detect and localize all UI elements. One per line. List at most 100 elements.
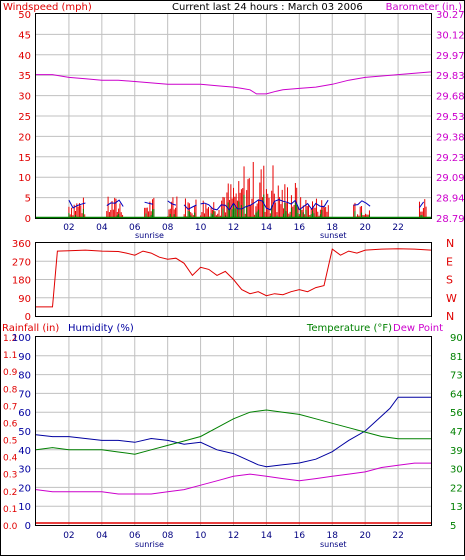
direction-tick-label: 0 xyxy=(25,312,31,323)
panel1-hour-ticks: 02 04 06 08 10 12 14 16 18 20 22 xyxy=(63,223,404,233)
windspeed-tick-label: 0 xyxy=(25,214,31,225)
barometer-tick-label: 30.27 xyxy=(436,10,465,21)
humidity-tick-label: 10 xyxy=(18,502,31,513)
panel3-hour-ticks: 02 04 06 08 10 12 14 16 18 20 22 xyxy=(63,531,404,541)
temperature-ticks: 5 13 22 30 39 47 56 64 73 81 90 xyxy=(450,333,463,532)
temperature-tick-label: 13 xyxy=(450,502,463,513)
hour-tick-label: 08 xyxy=(162,223,174,233)
temperature-tick-label: 47 xyxy=(450,427,463,438)
humidity-tick-label: 70 xyxy=(18,389,31,400)
hour-tick-label: 10 xyxy=(195,531,207,541)
temperature-tick-label: 90 xyxy=(450,333,463,344)
windspeed-tick-label: 5 xyxy=(25,194,31,205)
sunrise-label: sunrise xyxy=(135,231,164,240)
temperature-tick-label: 81 xyxy=(450,352,463,363)
humidity-axis-title: Humidity (%) xyxy=(68,323,134,334)
rainfall-tick-label: 0.8 xyxy=(3,385,18,395)
humidity-tick-label: 100 xyxy=(12,333,31,344)
windspeed-tick-label: 40 xyxy=(18,51,31,62)
compass-letter: W xyxy=(446,292,457,305)
rainfall-ticks: 0.0 0.1 0.2 0.3 0.4 0.5 0.6 0.7 0.8 0.9 … xyxy=(3,334,18,532)
temperature-tick-label: 56 xyxy=(450,408,463,419)
hour-tick-label: 14 xyxy=(261,223,273,233)
hour-tick-label: 12 xyxy=(228,223,239,233)
direction-tick-label: 360 xyxy=(12,239,31,250)
dewpoint-line xyxy=(35,462,431,495)
windspeed-tick-label: 20 xyxy=(18,132,31,143)
windspeed-average-line xyxy=(183,204,197,210)
compass-letter: S xyxy=(446,274,453,287)
windspeed-average-line xyxy=(353,200,371,207)
temperature-tick-label: 64 xyxy=(450,389,463,400)
wind-direction-line xyxy=(36,248,432,308)
hour-tick-label: 02 xyxy=(63,531,74,541)
hour-tick-label: 18 xyxy=(327,223,339,233)
dewpoint-axis-title: Dew Point xyxy=(393,323,443,334)
hour-tick-label: 02 xyxy=(63,223,74,233)
barometer-tick-label: 29.97 xyxy=(436,51,465,62)
humidity-tick-label: 60 xyxy=(18,408,31,419)
panel1-grid xyxy=(36,14,431,218)
hour-tick-label: 14 xyxy=(261,531,273,541)
humidity-tick-label: 50 xyxy=(18,427,31,438)
panel3-grid xyxy=(36,337,431,525)
windspeed-tick-label: 45 xyxy=(18,30,31,41)
hour-tick-label: 12 xyxy=(228,531,239,541)
temperature-tick-label: 30 xyxy=(450,465,463,476)
hour-tick-label: 20 xyxy=(359,531,371,541)
windspeed-bars xyxy=(36,161,431,219)
hour-tick-label: 06 xyxy=(129,223,141,233)
panel1-frame xyxy=(35,13,432,219)
rainfall-tick-label: 0.0 xyxy=(3,522,18,532)
chart-title: Current last 24 hours : March 03 2006 xyxy=(172,2,363,13)
direction-tick-label: 180 xyxy=(12,276,31,287)
rainfall-tick-label: 0.2 xyxy=(3,488,17,498)
rainfall-axis-title: Rainfall (in) xyxy=(2,323,59,334)
sunset-label: sunset xyxy=(320,540,347,549)
barometer-tick-label: 28.79 xyxy=(436,214,465,225)
panel3-frame xyxy=(35,336,432,526)
hour-tick-label: 10 xyxy=(195,223,207,233)
temperature-tick-label: 73 xyxy=(450,371,463,382)
hour-tick-label: 04 xyxy=(96,223,108,233)
humidity-tick-label: 80 xyxy=(18,371,31,382)
rainfall-tick-label: 0.5 xyxy=(3,437,17,447)
temperature-line xyxy=(35,409,431,455)
temperature-tick-label: 22 xyxy=(450,483,463,494)
direction-tick-label: 270 xyxy=(12,257,31,268)
compass-letter: E xyxy=(446,255,453,268)
windspeed-ticks: 0 5 10 15 20 25 30 35 40 45 50 xyxy=(18,10,31,225)
windspeed-average-line xyxy=(144,201,154,205)
humidity-line xyxy=(35,396,431,468)
direction-degree-ticks: 0 90 180 270 360 xyxy=(12,239,31,323)
barometer-tick-label: 29.38 xyxy=(436,132,465,143)
compass-letter: N xyxy=(446,310,454,323)
humidity-ticks: 0 10 20 30 40 50 60 70 80 90 100 xyxy=(12,333,31,532)
windspeed-average-line xyxy=(419,201,425,208)
rainfall-tick-label: 0.3 xyxy=(3,471,17,481)
barometer-line xyxy=(36,71,432,95)
rainfall-tick-label: 1.2 xyxy=(3,334,17,344)
hour-tick-label: 22 xyxy=(392,223,403,233)
direction-tick-label: 90 xyxy=(18,294,31,305)
humidity-tick-label: 30 xyxy=(18,465,31,476)
windspeed-tick-label: 10 xyxy=(18,173,31,184)
barometer-tick-label: 30.12 xyxy=(436,30,465,41)
rainfall-tick-label: 0.1 xyxy=(3,505,17,515)
temperature-tick-label: 39 xyxy=(450,446,463,457)
windspeed-tick-label: 35 xyxy=(18,71,31,82)
barometer-tick-label: 28.94 xyxy=(436,194,465,205)
humidity-tick-label: 90 xyxy=(18,352,31,363)
barometer-axis-title: Barometer (in.) xyxy=(386,2,462,13)
windspeed-average-line xyxy=(106,199,124,207)
hour-tick-label: 16 xyxy=(294,531,306,541)
windspeed-average-line xyxy=(167,200,177,206)
hour-tick-label: 08 xyxy=(162,531,174,541)
rainfall-tick-label: 0.7 xyxy=(3,402,17,412)
panel2-frame xyxy=(35,242,432,317)
windspeed-axis-title: Windspeed (mph) xyxy=(3,2,92,13)
windspeed-tick-label: 25 xyxy=(18,112,31,123)
humidity-tick-label: 20 xyxy=(18,483,31,494)
